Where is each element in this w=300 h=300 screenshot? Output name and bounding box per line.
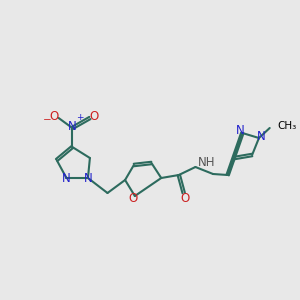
Text: O: O	[180, 193, 189, 206]
Text: O: O	[128, 193, 137, 206]
Text: NH: NH	[197, 155, 215, 169]
Text: O: O	[49, 110, 58, 122]
Text: N: N	[68, 119, 77, 133]
Text: N: N	[236, 124, 245, 137]
Text: +: +	[76, 113, 84, 122]
Text: CH₃: CH₃	[278, 121, 297, 131]
Text: N: N	[62, 172, 71, 184]
Text: N: N	[84, 172, 92, 184]
Text: O: O	[89, 110, 98, 122]
Text: −: −	[43, 115, 51, 125]
Text: N: N	[256, 130, 265, 142]
